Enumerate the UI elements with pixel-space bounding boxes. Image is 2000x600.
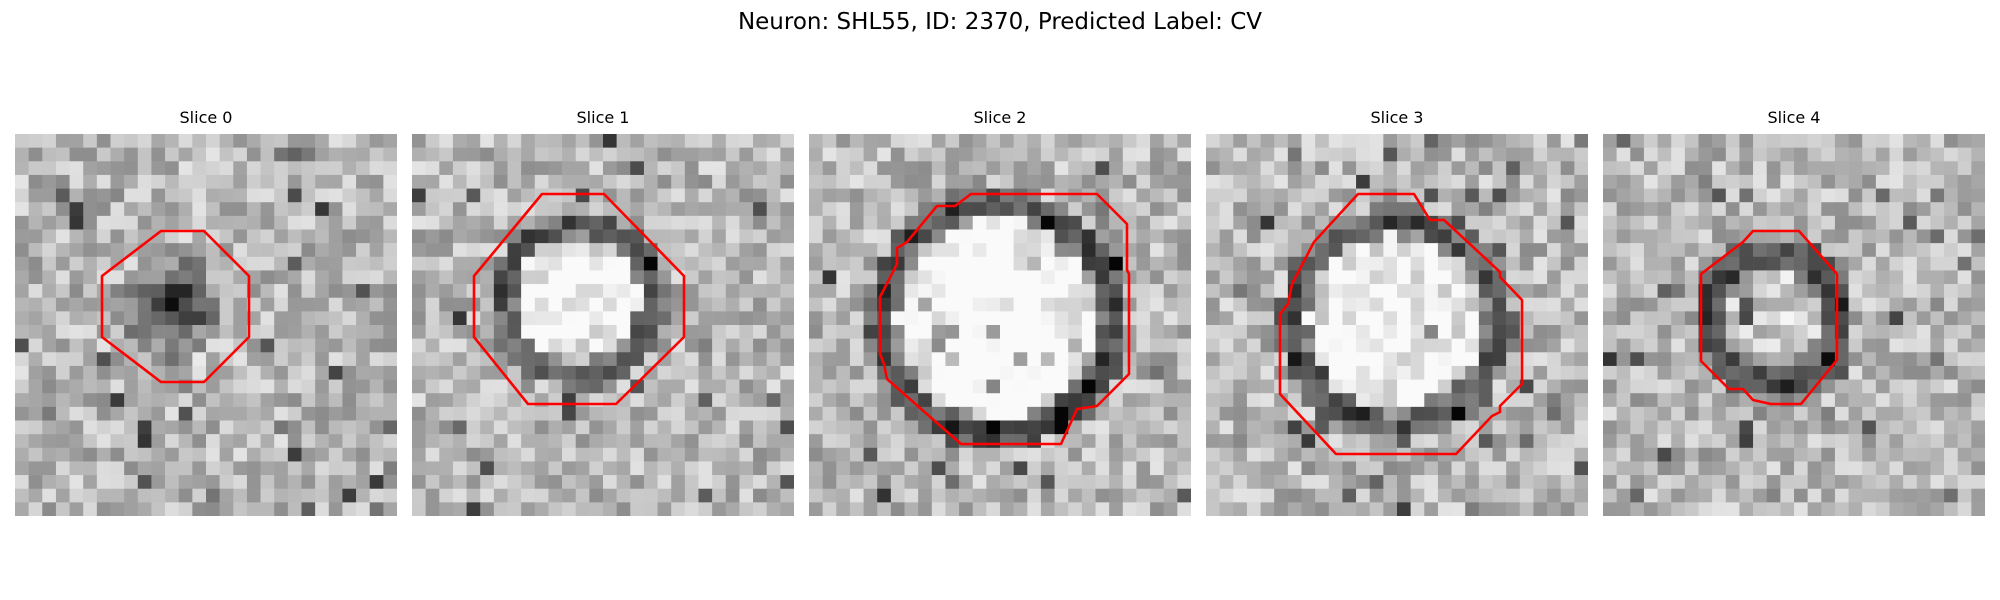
slice-pixels-1 xyxy=(412,134,794,516)
figure-suptitle: Neuron: SHL55, ID: 2370, Predicted Label… xyxy=(737,9,1263,35)
slice-title-2: Slice 2 xyxy=(973,108,1027,127)
slice-image-1 xyxy=(412,134,794,516)
slice-contour-3 xyxy=(1278,192,1524,456)
slice-contour-4 xyxy=(1699,229,1839,406)
slice-title-0: Slice 0 xyxy=(179,108,233,127)
slice-pixels-4 xyxy=(1603,134,1985,516)
slice-title-4: Slice 4 xyxy=(1767,108,1821,127)
slice-image-3 xyxy=(1206,134,1588,516)
slice-image-0 xyxy=(15,134,397,516)
slice-pixels-0 xyxy=(15,134,397,516)
slice-panel-4: Slice 4 xyxy=(1603,108,1985,516)
slice-panel-1: Slice 1 xyxy=(412,108,794,516)
slice-contour-0 xyxy=(100,229,251,384)
slice-panel-2: Slice 2 xyxy=(809,108,1191,516)
slice-image-2 xyxy=(809,134,1191,516)
slice-panel-3: Slice 3 xyxy=(1206,108,1588,516)
slice-pixels-3 xyxy=(1206,134,1588,516)
slice-contour-1 xyxy=(472,192,686,406)
slice-contour-2 xyxy=(878,192,1131,446)
slice-panel-0: Slice 0 xyxy=(15,108,397,516)
slice-image-4 xyxy=(1603,134,1985,516)
slice-pixels-2 xyxy=(809,134,1191,516)
slice-title-3: Slice 3 xyxy=(1370,108,1424,127)
slice-title-1: Slice 1 xyxy=(576,108,630,127)
